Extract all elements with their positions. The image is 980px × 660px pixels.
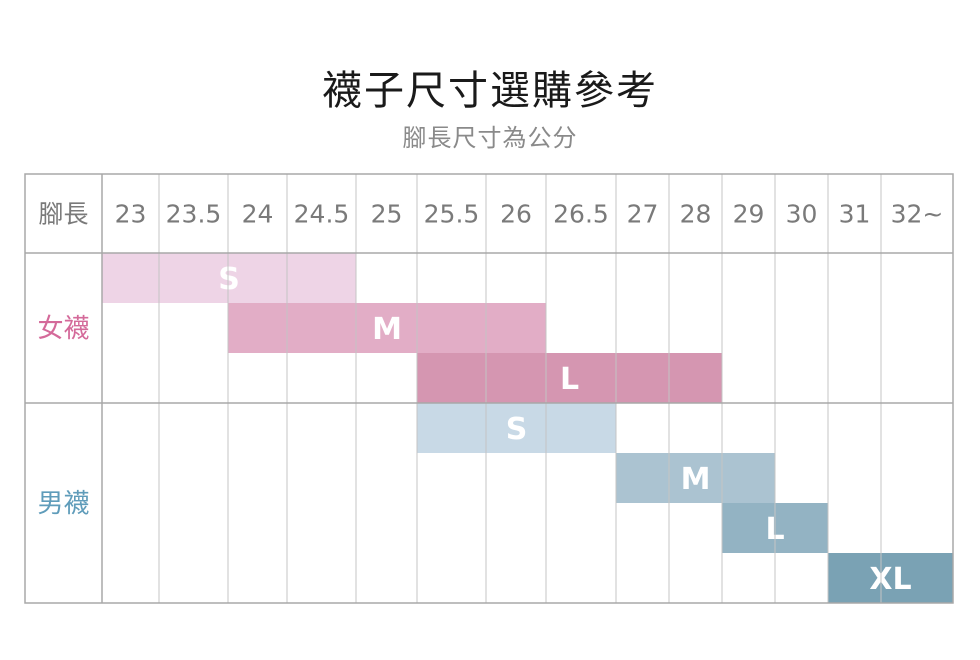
chart-title: 襪子尺寸選購參考: [322, 68, 658, 114]
column-label: 26.5: [553, 200, 609, 229]
column-label: 23.5: [166, 200, 222, 229]
column-label: 25.5: [424, 200, 480, 229]
group-label: 女襪: [37, 314, 89, 344]
size-bar-label: M: [681, 462, 711, 497]
group-label: 男襪: [37, 489, 89, 519]
size-bar-0-s: [102, 253, 356, 303]
column-label: 30: [786, 200, 818, 229]
size-bar-label: XL: [869, 562, 911, 597]
size-bar-0-m: [228, 303, 546, 353]
column-label: 25: [371, 200, 403, 229]
size-bar-label: L: [560, 362, 579, 397]
size-bar-label: S: [218, 262, 240, 297]
size-bar-1-s: [417, 403, 616, 453]
column-label: 24.5: [294, 200, 350, 229]
column-label: 27: [627, 200, 659, 229]
column-label: 24: [242, 200, 274, 229]
column-label: 29: [733, 200, 765, 229]
chart-subtitle: 腳長尺寸為公分: [402, 124, 578, 152]
size-bar-label: S: [506, 412, 528, 447]
header-label: 腳長: [38, 200, 88, 229]
column-label: 26: [500, 200, 532, 229]
size-bar-0-l: [417, 353, 722, 403]
column-label: 32~: [891, 200, 944, 229]
column-label: 31: [839, 200, 871, 229]
size-bar-1-xl: [828, 553, 953, 603]
table-border: [24, 173, 954, 604]
size-bar-label: M: [372, 312, 402, 347]
size-bar-1-m: [616, 453, 775, 503]
column-label: 23: [115, 200, 147, 229]
column-label: 28: [680, 200, 712, 229]
